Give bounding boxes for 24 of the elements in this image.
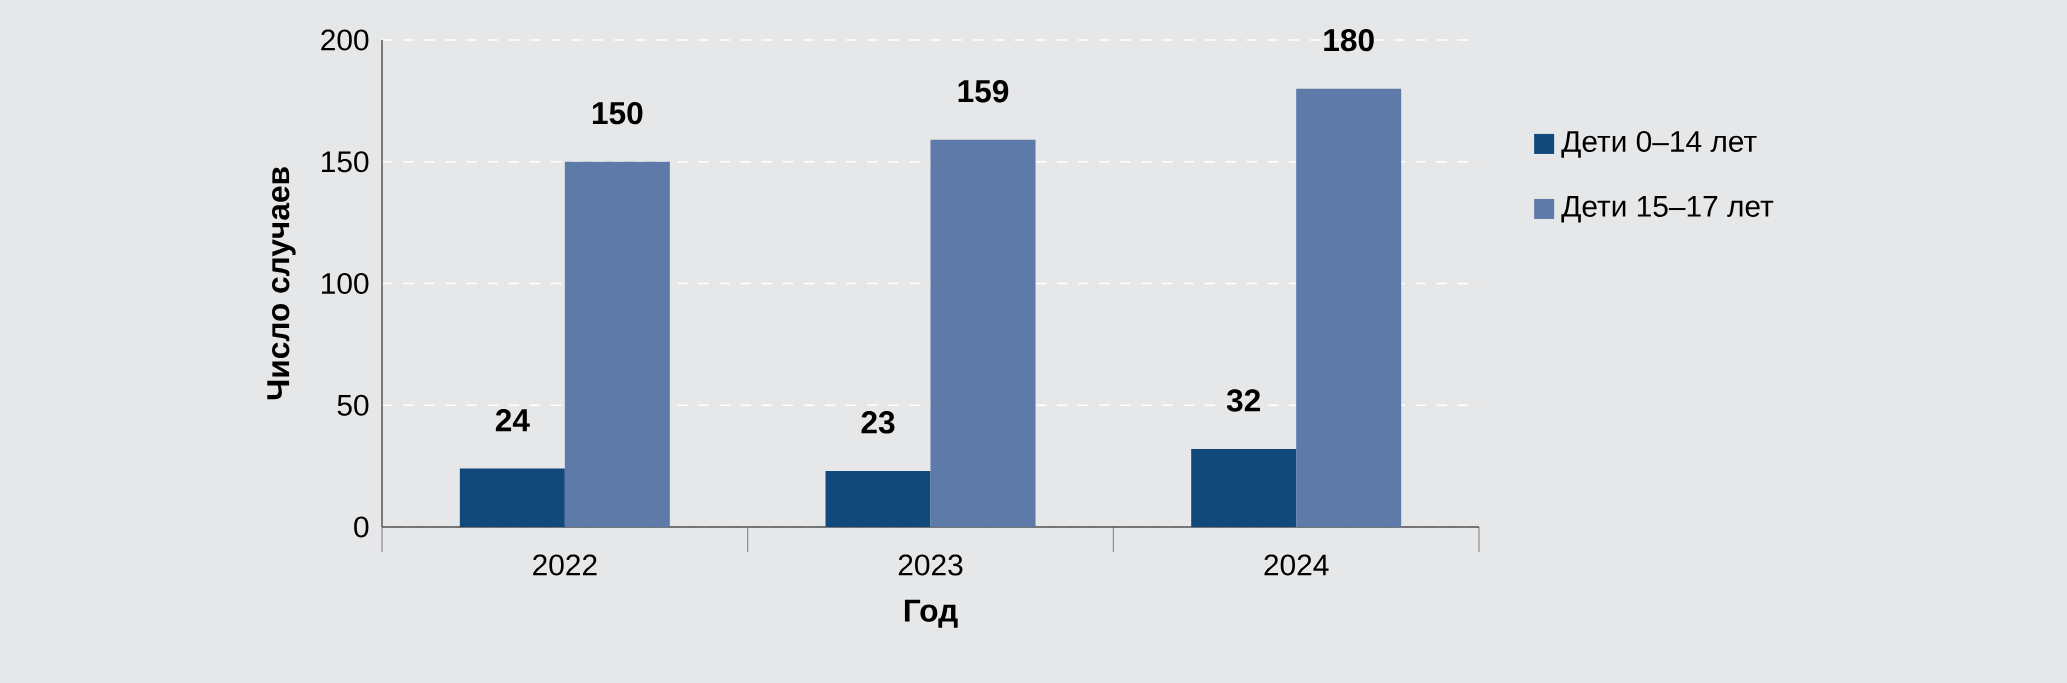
bar: [459, 468, 565, 528]
bar: [1191, 449, 1297, 528]
legend-label: Дети 0–14 лет: [1561, 130, 1757, 158]
bar: [825, 471, 931, 528]
legend-label: Дети 15–17 лет: [1561, 196, 1774, 223]
y-tick-label: 150: [322, 151, 369, 173]
x-axis-title: Год: [904, 599, 958, 628]
data-label: 23: [861, 411, 895, 434]
y-tick-label: 100: [322, 272, 369, 295]
data-label: 159: [958, 80, 1009, 103]
data-label: 24: [495, 409, 530, 432]
y-axis-title: Число случаев: [267, 167, 296, 400]
data-label: 32: [1226, 389, 1260, 412]
data-label: 150: [592, 101, 643, 125]
data-label: 180: [1324, 28, 1374, 52]
y-tick-label: 50: [337, 394, 369, 416]
bar: [930, 139, 1036, 528]
bar: [1296, 88, 1402, 528]
x-tick-label: 2023: [898, 554, 963, 576]
x-tick-label: 2024: [1264, 554, 1329, 576]
y-tick-label: 200: [321, 29, 369, 51]
bar: [564, 161, 670, 528]
y-tick-label: 0: [354, 516, 369, 538]
x-tick-label: 2022: [533, 554, 597, 576]
